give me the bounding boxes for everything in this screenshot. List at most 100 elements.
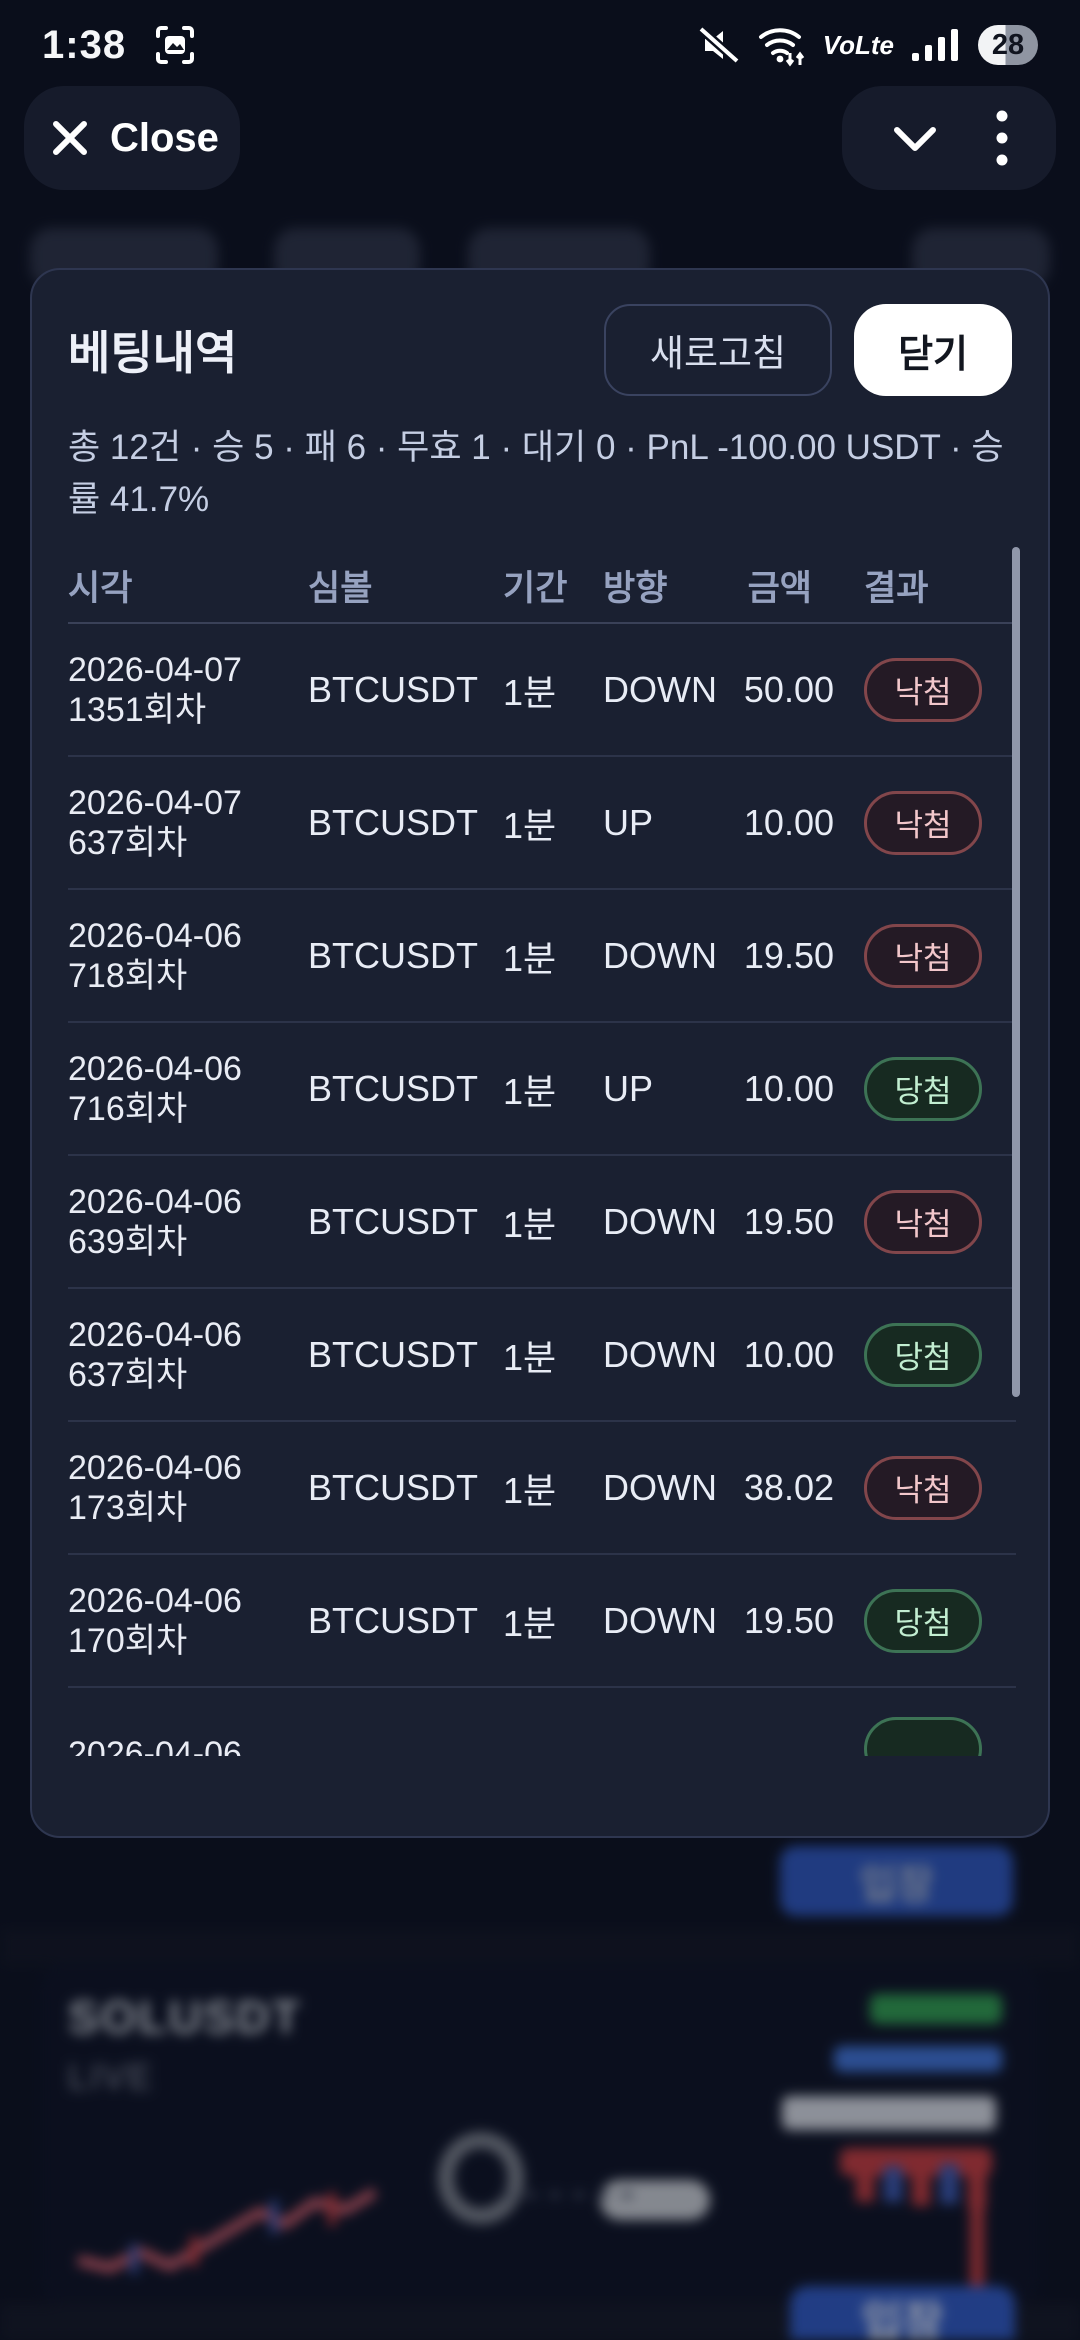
result-badge: 낙첨 xyxy=(864,923,982,988)
cell-period: 1분 xyxy=(503,804,557,846)
table-row: 2026-04-06 639회차 BTCUSDT 1분 DOWN 19.50 낙첨 xyxy=(68,1156,1016,1289)
cell-result: 당첨 xyxy=(834,1322,1016,1387)
cell-amount: 10.00 xyxy=(743,801,834,843)
cell-result: 낙첨 xyxy=(834,1189,1016,1254)
volte-icon: VoLte xyxy=(822,29,894,60)
cell-amount: 50.00 xyxy=(743,668,834,710)
cell-time: 2026-04-06 639회차 xyxy=(68,1182,242,1261)
close-button[interactable]: Close xyxy=(24,86,240,190)
cell-amount: 19.50 xyxy=(743,934,834,976)
result-badge: 낙첨 xyxy=(864,1189,982,1254)
wifi-icon xyxy=(758,28,804,67)
cell-symbol: BTCUSDT xyxy=(308,668,478,710)
cell-period: 1분 xyxy=(503,1203,557,1245)
betting-summary: 총 12건 · 승 5 · 패 6 · 무효 1 · 대기 0 · PnL -1… xyxy=(68,428,1004,519)
cell-result xyxy=(834,1717,1016,1756)
enter-button[interactable]: 입장 xyxy=(790,2286,1015,2340)
cell-amount: 19.50 xyxy=(743,1599,834,1641)
cell-symbol: BTCUSDT xyxy=(308,1333,478,1375)
result-badge: 당첨 xyxy=(864,1588,982,1653)
signal-bars-icon xyxy=(912,29,958,61)
top-navigation-row: Close xyxy=(0,86,1080,190)
cell-symbol: BTCUSDT xyxy=(308,934,478,976)
result-badge: 당첨 xyxy=(864,1322,982,1387)
col-header-result: 결과 xyxy=(864,568,929,608)
close-x-icon xyxy=(50,118,90,158)
cell-direction: DOWN xyxy=(603,1599,717,1641)
cell-period: 1분 xyxy=(503,1336,557,1378)
col-header-period: 기간 xyxy=(503,568,568,608)
result-badge: 당첨 xyxy=(864,1056,982,1121)
cell-symbol: BTCUSDT xyxy=(308,1599,478,1641)
cell-direction: DOWN xyxy=(603,1466,717,1508)
cell-time: 2026-04-06 716회차 xyxy=(68,1049,242,1128)
cell-result: 낙첨 xyxy=(834,657,1016,722)
refresh-button[interactable]: 새로고침 xyxy=(603,304,833,396)
background-enter-button[interactable]: 입장 xyxy=(780,1846,1013,1916)
cell-amount: 10.00 xyxy=(743,1067,834,1109)
clock: 1:38 xyxy=(42,22,127,67)
col-header-symbol: 심볼 xyxy=(308,568,373,608)
cell-time: 2026-04-06 637회차 xyxy=(68,1315,242,1394)
col-header-time: 시각 xyxy=(68,568,133,608)
mini-price-chart xyxy=(76,2187,378,2274)
table-row: 2026-04-06 718회차 BTCUSDT 1분 DOWN 19.50 낙첨 xyxy=(68,890,1016,1023)
result-badge: 낙첨 xyxy=(864,1455,982,1520)
cell-symbol: BTCUSDT xyxy=(308,1067,478,1109)
table-row: 2026-04-06 170회차 BTCUSDT 1분 DOWN 19.50 당첨 xyxy=(68,1555,1016,1688)
scrollbar-thumb[interactable] xyxy=(1012,547,1020,1397)
result-badge xyxy=(864,1717,982,1756)
overflow-menu-icon[interactable] xyxy=(995,107,1009,169)
blurred-price-text xyxy=(834,2046,1002,2072)
table-row: 2026-04-07 637회차 BTCUSDT 1분 UP 10.00 낙첨 xyxy=(68,757,1016,890)
table-header-row: 시각 심볼 기간 방향 금액 결과 xyxy=(68,548,1016,624)
table-row: 2026-04-06 xyxy=(68,1688,1016,1756)
market-symbol: SOLUSDT xyxy=(68,1991,302,2043)
close-button-label: Close xyxy=(110,115,219,160)
col-header-amount: 금액 xyxy=(747,568,812,608)
modal-close-button[interactable]: 닫기 xyxy=(854,304,1012,396)
background-section-divider xyxy=(0,1928,1080,1966)
blurred-status-text xyxy=(870,1994,1002,2024)
cell-symbol: BTCUSDT xyxy=(308,1466,478,1508)
cell-symbol: BTCUSDT xyxy=(308,1200,478,1242)
status-bar: 1:38 xyxy=(0,14,1080,76)
cell-time: 2026-04-06 xyxy=(68,1734,242,1757)
blurred-price-bubble xyxy=(600,2180,710,2220)
chevron-down-icon[interactable] xyxy=(889,122,941,154)
cell-direction: DOWN xyxy=(603,1333,717,1375)
cell-symbol: BTCUSDT xyxy=(308,801,478,843)
table-row: 2026-04-06 637회차 BTCUSDT 1분 DOWN 10.00 당첨 xyxy=(68,1289,1016,1422)
cell-direction: DOWN xyxy=(603,1200,717,1242)
table-row: 2026-04-06 173회차 BTCUSDT 1분 DOWN 38.02 낙첨 xyxy=(68,1422,1016,1555)
cell-direction: UP xyxy=(603,1067,654,1109)
cell-result: 낙첨 xyxy=(834,790,1016,855)
cell-direction: DOWN xyxy=(603,934,717,976)
cell-direction: UP xyxy=(603,801,654,843)
table-row: 2026-04-07 1351회차 BTCUSDT 1분 DOWN 50.00 낙… xyxy=(68,624,1016,757)
cell-time: 2026-04-07 1351회차 xyxy=(68,650,242,729)
cell-period: 1분 xyxy=(503,937,557,979)
modal-title: 베팅내역 xyxy=(68,327,238,379)
screen-capture-icon xyxy=(156,26,195,64)
result-badge: 낙첨 xyxy=(864,657,982,722)
market-mode-label: LIVE xyxy=(68,2056,155,2097)
cell-result: 낙첨 xyxy=(834,1455,1016,1520)
blurred-amount-text xyxy=(782,2096,996,2130)
cell-time: 2026-04-06 173회차 xyxy=(68,1448,242,1527)
cell-period: 1분 xyxy=(503,671,557,713)
cell-result: 낙첨 xyxy=(834,923,1016,988)
cell-result: 당첨 xyxy=(834,1588,1016,1653)
table-row: 2026-04-06 716회차 BTCUSDT 1분 UP 10.00 당첨 xyxy=(68,1023,1016,1156)
modal-header: 베팅내역 새로고침 닫기 xyxy=(68,304,1012,396)
result-badge: 낙첨 xyxy=(864,790,982,855)
cell-direction: DOWN xyxy=(603,668,717,710)
cell-amount: 38.02 xyxy=(743,1466,834,1508)
cell-period: 1분 xyxy=(503,1469,557,1511)
cell-amount: 19.50 xyxy=(743,1200,834,1242)
col-header-direction: 방향 xyxy=(603,568,668,608)
battery-icon: 28 xyxy=(978,25,1038,65)
cell-period: 1분 xyxy=(503,1070,557,1112)
